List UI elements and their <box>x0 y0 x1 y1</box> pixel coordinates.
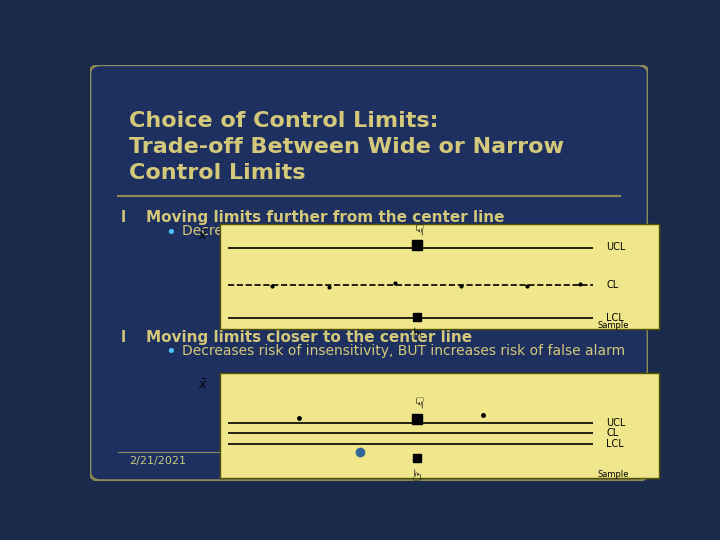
Text: Moving limits further from the center line: Moving limits further from the center li… <box>145 210 504 225</box>
Text: CL: CL <box>606 280 618 290</box>
Text: LCL: LCL <box>606 439 624 449</box>
Text: •: • <box>166 224 176 241</box>
Text: UCL: UCL <box>606 418 626 428</box>
Text: Choice of Control Limits:
Trade-off Between Wide or Narrow
Control Limits: Choice of Control Limits: Trade-off Betw… <box>129 111 564 184</box>
Text: ☞: ☞ <box>410 466 425 480</box>
Text: Moving limits closer to the center line: Moving limits closer to the center line <box>145 330 472 345</box>
FancyBboxPatch shape <box>90 65 648 481</box>
Text: Sample: Sample <box>598 470 629 479</box>
Text: l: l <box>121 330 126 345</box>
Text: •: • <box>166 343 176 361</box>
Text: ENGM 720: Statistical Process Control: ENGM 720: Statistical Process Control <box>264 456 474 465</box>
Text: 2/21/2021: 2/21/2021 <box>129 456 186 465</box>
Text: UCL: UCL <box>606 242 626 253</box>
Text: $\bar{x}$: $\bar{x}$ <box>197 379 207 392</box>
Text: CL: CL <box>606 428 618 438</box>
Text: l: l <box>121 210 126 225</box>
Text: Decreases risk of false alarm, BUT increases risk of insensitivity: Decreases risk of false alarm, BUT incre… <box>182 225 625 239</box>
Text: LCL: LCL <box>606 313 624 323</box>
Text: ☞: ☞ <box>410 325 425 339</box>
Text: ☞: ☞ <box>410 396 425 410</box>
Text: Sample: Sample <box>598 321 629 330</box>
Text: $\bar{x}$: $\bar{x}$ <box>197 230 207 244</box>
Text: 9: 9 <box>602 456 609 465</box>
Text: Decreases risk of insensitivity, BUT increases risk of false alarm: Decreases risk of insensitivity, BUT inc… <box>182 344 625 358</box>
Text: ☞: ☞ <box>410 224 425 237</box>
